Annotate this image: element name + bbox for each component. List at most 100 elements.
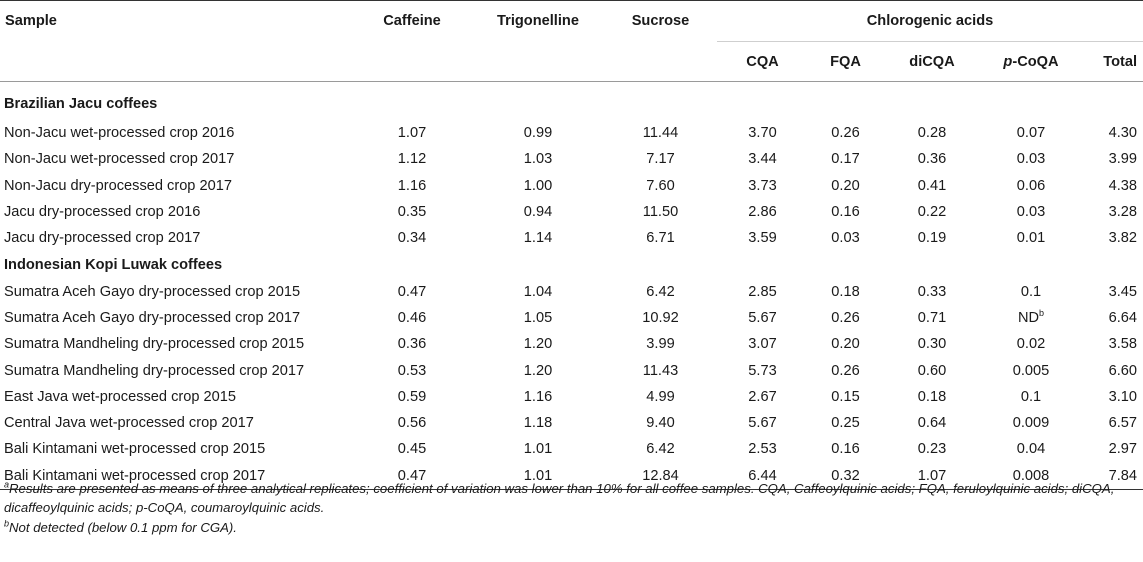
section-row: Brazilian Jacu coffees xyxy=(0,82,1143,121)
cell-trigonelline: 0.99 xyxy=(523,125,553,142)
cell-pcoqa: 0.04 xyxy=(981,436,1081,462)
cell-cqa: 5.73 xyxy=(748,362,777,379)
cell-total: 3.82 xyxy=(1108,230,1138,247)
cell-cqa: 5.67 xyxy=(748,415,777,432)
footnote-b-marker: b xyxy=(4,518,10,529)
cell-trigonelline: 1.04 xyxy=(523,283,553,300)
cell-pcoqa-footnote-marker: b xyxy=(1039,308,1045,319)
cell-pcoqa-value: 0.008 xyxy=(1012,467,1050,484)
cell-sample: Non-Jacu wet-processed crop 2017 xyxy=(4,151,235,168)
table-row: Sumatra Aceh Gayo dry-processed crop 201… xyxy=(0,305,1143,331)
cell-trigonelline: 1.16 xyxy=(523,388,553,405)
footnote-b-text: Not detected (below 0.1 ppm for CGA). xyxy=(9,519,237,535)
cell-sample: Sumatra Aceh Gayo dry-processed crop 201… xyxy=(4,283,301,300)
cell-sample: Sumatra Mandheling dry-processed crop 20… xyxy=(4,362,305,379)
cell-trigonelline: 0.94 xyxy=(523,204,553,221)
cell-cqa: 2.85 xyxy=(748,283,777,300)
cell-pcoqa: 0.06 xyxy=(981,173,1081,199)
cell-fqa: 0.26 xyxy=(831,309,860,326)
cell-sucrose: 11.43 xyxy=(642,362,679,379)
cell-fqa: 0.25 xyxy=(831,415,860,432)
cell-trigonelline: 1.20 xyxy=(523,336,553,353)
cell-pcoqa-value: 0.04 xyxy=(1016,441,1046,458)
cell-pcoqa: NDb xyxy=(981,305,1081,331)
table-row: Bali Kintamani wet-processed crop 2017 0.… xyxy=(0,462,1143,490)
header-p-coqa: p-CoQA xyxy=(981,41,1081,82)
cell-total: 4.30 xyxy=(1108,125,1138,142)
cell-total: 2.97 xyxy=(1108,441,1138,458)
cell-pcoqa: 0.1 xyxy=(981,384,1081,410)
cell-pcoqa-value: 0.009 xyxy=(1012,415,1050,432)
cell-fqa: 0.20 xyxy=(831,336,860,353)
cell-total: 3.28 xyxy=(1108,204,1138,221)
cell-pcoqa-value: 0.03 xyxy=(1016,204,1046,221)
cell-total: 7.84 xyxy=(1081,462,1143,490)
cell-dicqa: 0.60 xyxy=(917,362,947,379)
table-row: Bali Kintamani wet-processed crop 2015 0.… xyxy=(0,436,1143,462)
cell-dicqa: 0.71 xyxy=(917,309,947,326)
cell-dicqa: 0.23 xyxy=(917,441,947,458)
cell-fqa: 0.20 xyxy=(831,177,860,194)
cell-cqa: 3.70 xyxy=(748,125,777,142)
cell-cqa: 2.53 xyxy=(748,441,777,458)
cell-sucrose: 6.42 xyxy=(646,283,675,300)
cell-sucrose: 4.99 xyxy=(646,388,675,405)
cell-caffeine: 0.53 xyxy=(397,362,427,379)
footnote-b: bNot detected (below 0.1 ppm for CGA). xyxy=(4,518,1139,537)
cell-pcoqa: 0.02 xyxy=(981,331,1081,357)
footnote-a-marker: a xyxy=(4,479,10,490)
header-chlorogenic-acids: Chlorogenic acids xyxy=(717,0,1143,42)
header-p-coqa-rest: -CoQA xyxy=(1012,53,1059,70)
cell-total: 6.57 xyxy=(1108,415,1138,432)
cell-total: 3.99 xyxy=(1108,151,1138,168)
cell-pcoqa-value: 0.1 xyxy=(1020,388,1042,405)
cell-sucrose: 10.92 xyxy=(642,309,679,326)
cell-cqa: 3.59 xyxy=(748,230,777,247)
table-row: Non-Jacu wet-processed crop 2017 1.12 1.03… xyxy=(0,146,1143,172)
cell-sucrose: 7.17 xyxy=(646,151,675,168)
section-row: Indonesian Kopi Luwak coffees xyxy=(0,251,1143,278)
cell-sample: Jacu dry-processed crop 2017 xyxy=(4,230,201,247)
cell-fqa: 0.16 xyxy=(831,441,860,458)
cell-sample: Bali Kintamani wet-processed crop 2017 xyxy=(0,462,352,490)
header-p-coqa-prefix: p xyxy=(1003,53,1013,70)
cell-fqa: 0.26 xyxy=(831,125,860,142)
cell-pcoqa-value: 0.1 xyxy=(1020,283,1042,300)
cell-caffeine: 0.59 xyxy=(397,388,427,405)
cell-pcoqa: 0.009 xyxy=(981,410,1081,436)
section-title: Indonesian Kopi Luwak coffees xyxy=(4,256,223,273)
cell-trigonelline: 1.14 xyxy=(523,230,553,247)
cell-pcoqa: 0.008 xyxy=(981,462,1081,490)
cell-sucrose: 12.84 xyxy=(604,462,717,490)
cell-caffeine: 0.36 xyxy=(397,336,427,353)
coffee-composition-table: Sample Caffeine Trigonelline Sucrose Chl… xyxy=(0,0,1143,490)
cell-cqa: 6.44 xyxy=(717,462,808,490)
cell-sucrose: 9.40 xyxy=(646,415,675,432)
cell-pcoqa-value: ND xyxy=(1017,309,1040,326)
cell-dicqa: 0.64 xyxy=(917,415,947,432)
footnote-a-text: Results are presented as means of three … xyxy=(4,481,1115,516)
cell-pcoqa-value: 0.07 xyxy=(1016,125,1046,142)
cell-cqa: 3.73 xyxy=(748,177,777,194)
cell-sample: Sumatra Mandheling dry-processed crop 20… xyxy=(4,336,305,353)
cell-trigonelline: 1.01 xyxy=(472,462,604,490)
cell-fqa: 0.26 xyxy=(831,362,860,379)
cell-caffeine: 0.34 xyxy=(397,230,427,247)
cell-sample: East Java wet-processed crop 2015 xyxy=(4,388,237,405)
table-row: Jacu dry-processed crop 2016 0.35 0.94 11.5… xyxy=(0,199,1143,225)
cell-sucrose: 11.44 xyxy=(642,125,679,142)
cell-caffeine: 0.45 xyxy=(397,441,427,458)
cell-fqa: 0.15 xyxy=(831,388,860,405)
cell-sucrose: 11.50 xyxy=(642,204,679,221)
cell-dicqa: 0.19 xyxy=(917,230,947,247)
cell-fqa: 0.17 xyxy=(831,151,860,168)
cell-fqa: 0.03 xyxy=(831,230,860,247)
cell-fqa: 0.16 xyxy=(831,204,860,221)
cell-sample: Jacu dry-processed crop 2016 xyxy=(4,204,201,221)
cell-caffeine: 0.47 xyxy=(352,462,472,490)
header-total: Total xyxy=(1081,41,1143,82)
table-body: Brazilian Jacu coffees Non-Jacu wet-proce… xyxy=(0,82,1143,490)
cell-dicqa: 0.41 xyxy=(917,177,947,194)
cell-sucrose: 6.71 xyxy=(646,230,675,247)
cell-trigonelline: 1.18 xyxy=(523,415,553,432)
